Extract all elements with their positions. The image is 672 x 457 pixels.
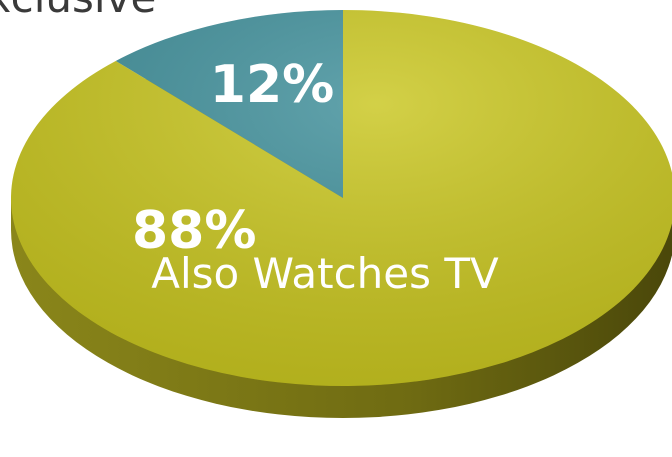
value-label: 12% — [210, 55, 334, 115]
pie — [11, 10, 672, 418]
category-label: Also Watches TV — [151, 249, 499, 298]
value-label: 88% — [132, 201, 256, 261]
pie-shine — [11, 10, 672, 386]
category-label: Exclusive — [0, 0, 156, 22]
